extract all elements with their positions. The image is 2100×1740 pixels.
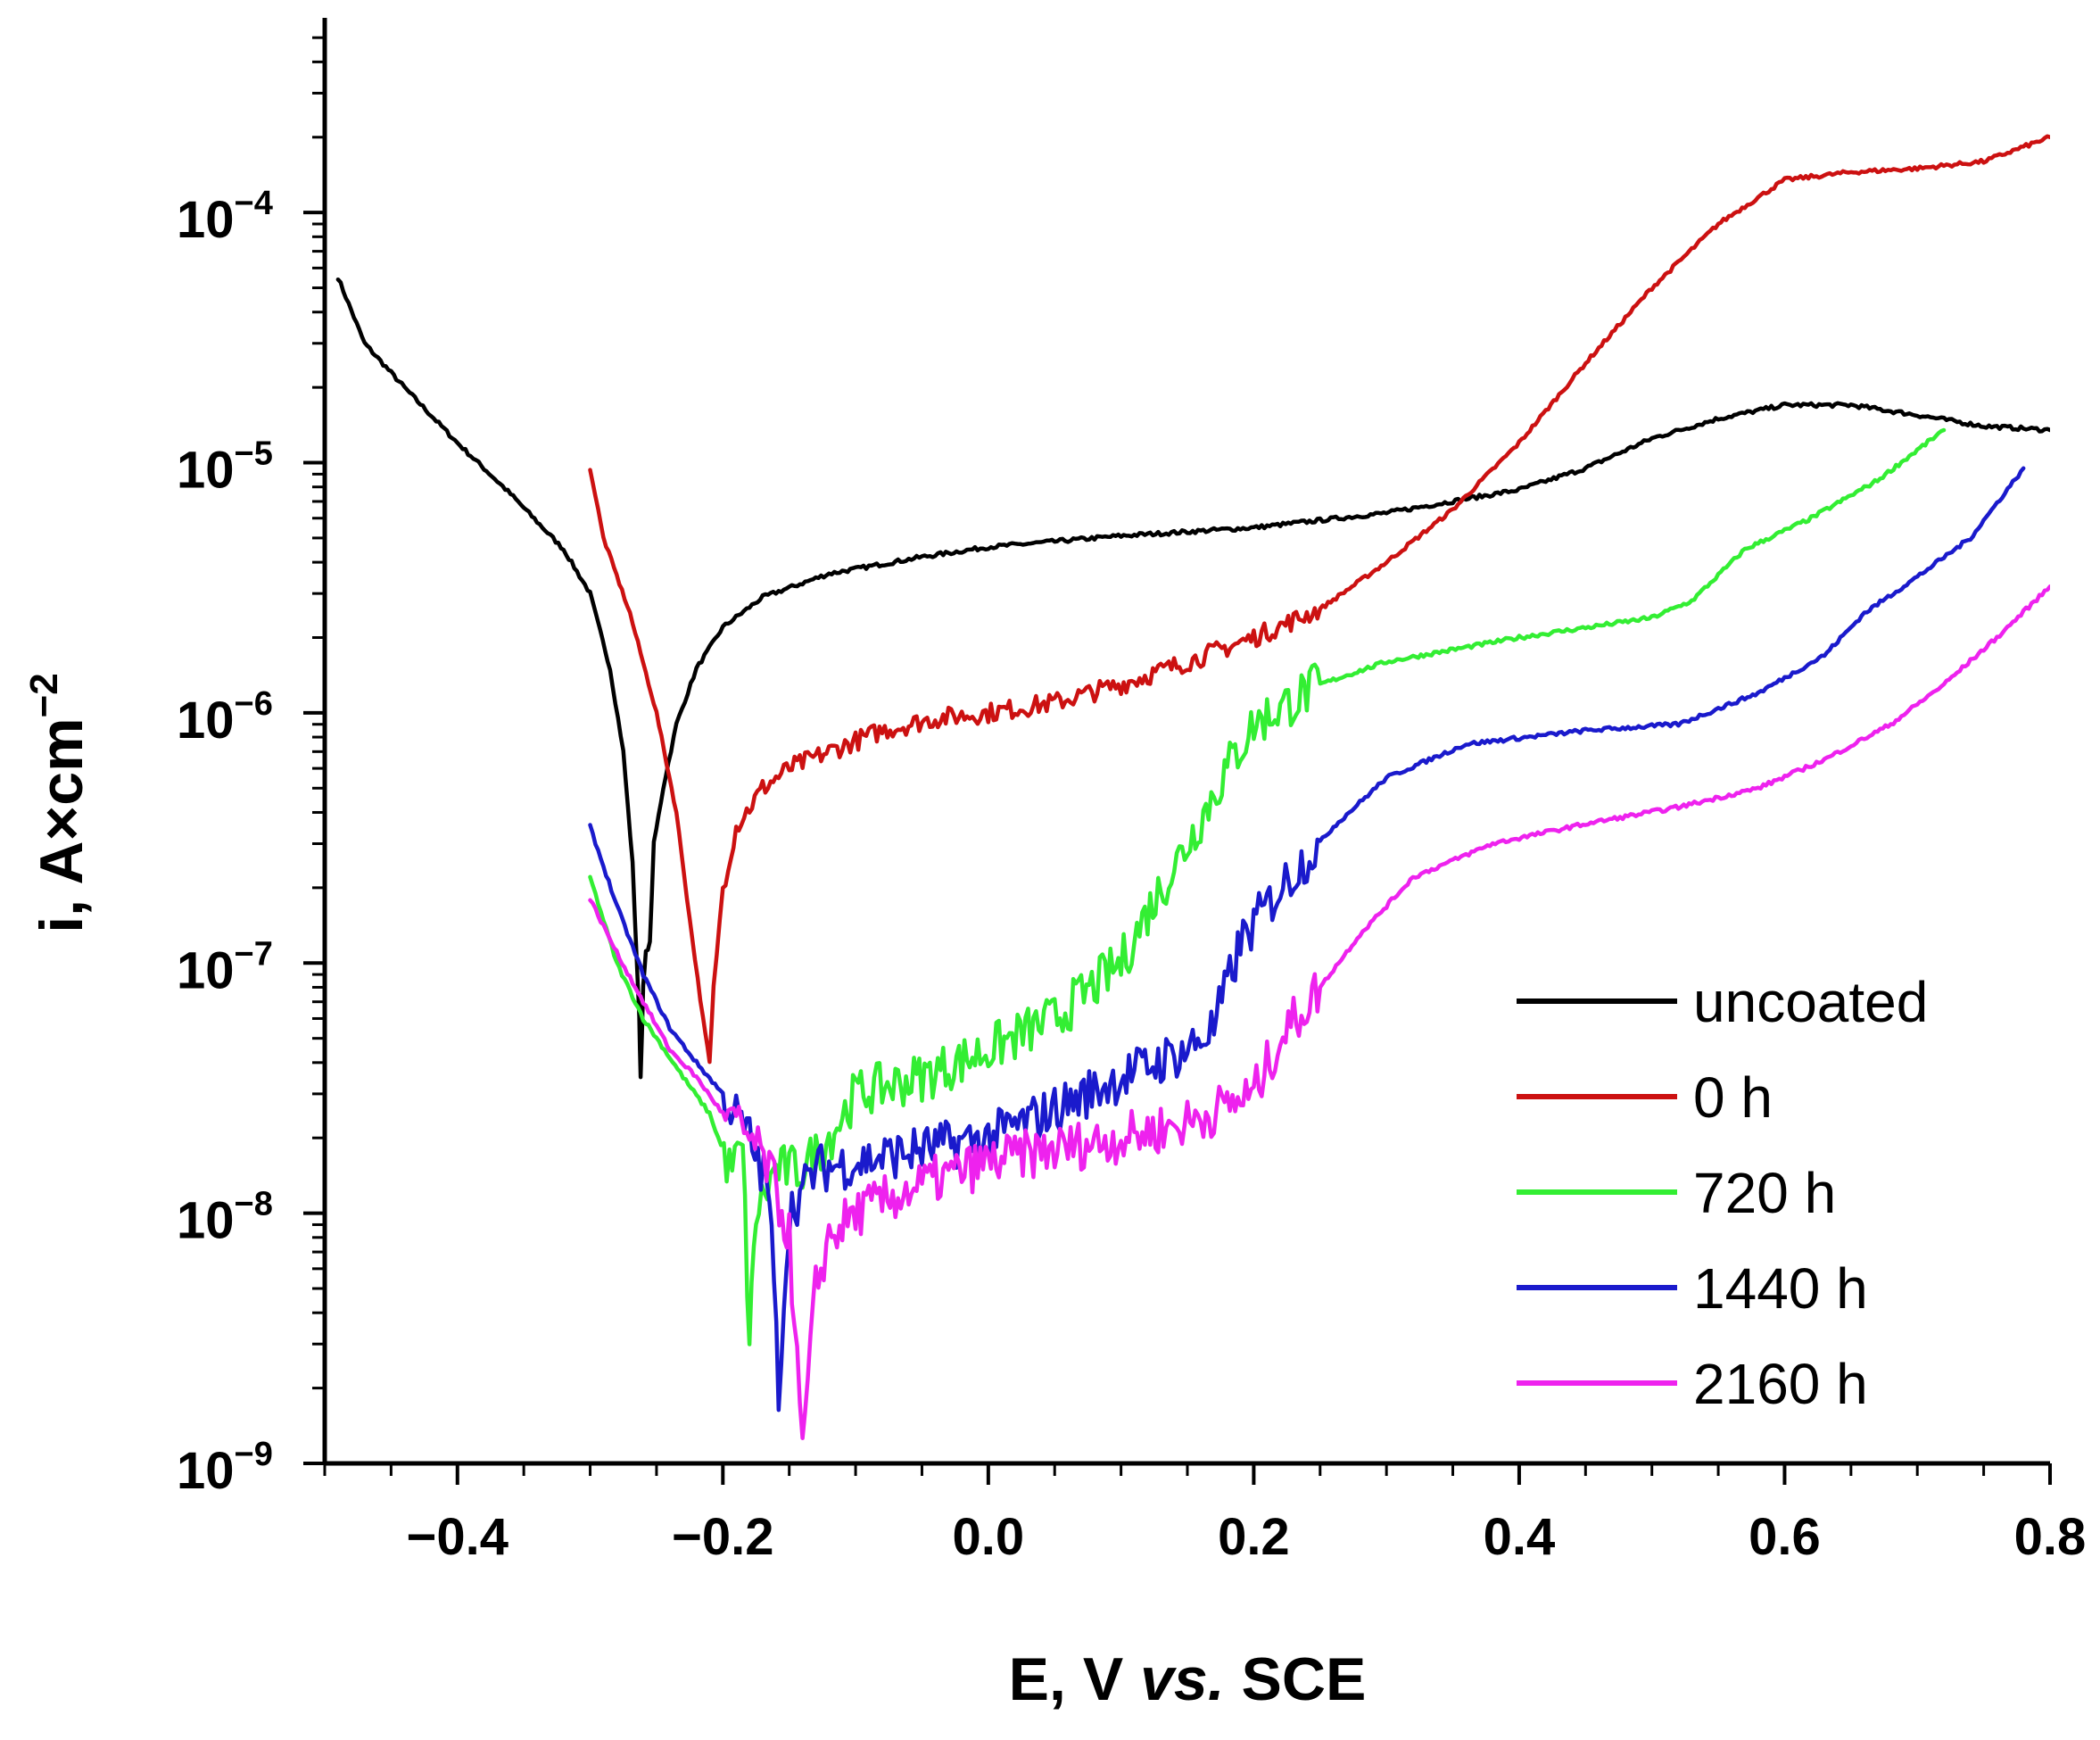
- series-layer: [335, 134, 2050, 1440]
- legend-label-2160-h: 2160 h: [1693, 1352, 1868, 1416]
- x-tick-label: 0.4: [1484, 1508, 1556, 1566]
- axes: [322, 18, 2050, 1466]
- y-tick-label: 10−7: [177, 935, 273, 999]
- x-tick-label: 0.6: [1749, 1508, 1821, 1566]
- x-ticks: −0.4 −0.2 0.0 0.2 0.4 0.6 0.8: [323, 1463, 2087, 1566]
- legend-label-0-h: 0 h: [1693, 1065, 1773, 1130]
- legend-label-720-h: 720 h: [1693, 1161, 1836, 1225]
- y-tick-label: 10−6: [177, 685, 273, 750]
- series-line-2160-h: [588, 584, 2050, 1440]
- x-tick-label: −0.4: [407, 1508, 509, 1566]
- legend-label-uncoated: uncoated: [1693, 970, 1928, 1034]
- series-line-0-h: [588, 134, 2050, 1065]
- x-tick-label: 0.8: [2014, 1508, 2087, 1566]
- y-tick-label: 10−9: [177, 1436, 273, 1500]
- y-axis-title: i, A×cm−2: [22, 673, 95, 932]
- y-tick-label: 10−5: [177, 435, 273, 500]
- x-tick-label: −0.2: [672, 1508, 774, 1566]
- x-tick-label: 0.2: [1218, 1508, 1290, 1566]
- y-ticks: 10−9 10−8 10−7 10−6 10−5 10−4: [177, 36, 325, 1500]
- legend-label-1440-h: 1440 h: [1693, 1256, 1868, 1321]
- series-line-1440-h: [588, 466, 2026, 1413]
- x-tick-label: 0.0: [953, 1508, 1025, 1566]
- x-axis-title: E, V vs. SCE: [1009, 1645, 1367, 1713]
- series-line-720-h: [588, 427, 1947, 1346]
- legend: uncoated 0 h 720 h 1440 h 2160 h: [1517, 970, 1928, 1416]
- series-line-uncoated: [335, 277, 2050, 1080]
- y-tick-label: 10−8: [177, 1186, 273, 1250]
- y-tick-label: 10−4: [177, 185, 273, 249]
